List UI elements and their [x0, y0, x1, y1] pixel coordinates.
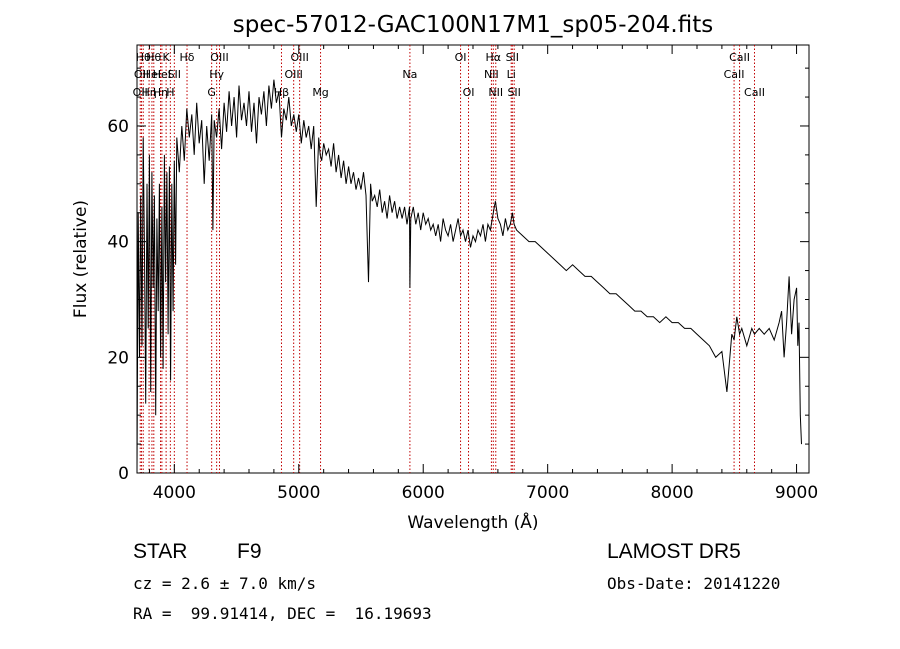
line-label: Hθ	[146, 51, 161, 64]
line-label: Na	[402, 68, 417, 81]
y-tick-label: 40	[107, 233, 129, 253]
line-label: HeI	[143, 68, 161, 81]
line-label: K	[163, 51, 171, 64]
line-label: Li	[507, 68, 516, 81]
line-label: CaII	[744, 86, 765, 99]
survey-name: LAMOST DR5	[607, 540, 741, 563]
x-tick-label: 4000	[153, 483, 196, 503]
x-tick-label: 5000	[277, 483, 320, 503]
line-label: SII	[507, 86, 520, 99]
line-label: NII	[484, 68, 499, 81]
y-axis-ticks: 0 20 40 60	[107, 67, 809, 484]
line-label: SII	[506, 51, 519, 64]
line-label: OII	[133, 86, 148, 99]
line-label: Hη	[141, 86, 156, 99]
line-label: OI	[455, 51, 467, 64]
line-label: CaII	[729, 51, 750, 64]
line-label: SII	[168, 68, 181, 81]
spectral-line-markers	[139, 45, 755, 473]
spectral-line-labels: OIIOIIHθHηHeIHθHηHeIKHSIIHδGHγOIIIHβOIII…	[133, 51, 765, 99]
x-tick-label: 7000	[526, 483, 569, 503]
line-label: H	[166, 86, 174, 99]
x-tick-label: 8000	[650, 483, 693, 503]
line-label: CaII	[724, 68, 745, 81]
line-label: Hδ	[180, 51, 195, 64]
y-axis-label: Flux (relative)	[71, 200, 91, 318]
observation-date: Obs-Date: 20141220	[607, 574, 781, 593]
x-tick-label: 6000	[402, 483, 445, 503]
series-line-flux	[136, 79, 802, 474]
redshift-velocity: cz = 2.6 ± 7.0 km/s	[133, 574, 317, 593]
x-axis-label: Wavelength (Å)	[407, 511, 538, 533]
line-label: Hγ	[209, 68, 224, 81]
line-label: Hη	[153, 86, 168, 99]
line-label: OIII	[210, 51, 228, 64]
line-label: HeI	[153, 68, 171, 81]
line-label: OII	[134, 68, 149, 81]
line-label: Mg	[312, 86, 328, 99]
line-label: OI	[463, 86, 475, 99]
object-class: STAR	[133, 540, 188, 563]
coordinates: RA = 99.91414, DEC = 16.19693	[133, 604, 432, 623]
line-label: OIII	[290, 51, 308, 64]
line-label: OIII	[284, 68, 302, 81]
y-tick-label: 20	[107, 348, 129, 368]
y-tick-label: 0	[118, 464, 129, 484]
line-label: Hθ	[136, 51, 151, 64]
chart-title: spec-57012-GAC100N17M1_sp05-204.fits	[233, 12, 713, 38]
x-tick-label: 9000	[775, 483, 818, 503]
line-label: G	[207, 86, 216, 99]
line-label: NII	[488, 86, 503, 99]
x-axis-ticks: 4000 5000 6000 7000 8000 9000	[148, 45, 818, 503]
object-subclass: F9	[237, 540, 262, 563]
y-tick-label: 60	[107, 117, 129, 137]
line-label: Hα	[486, 51, 502, 64]
